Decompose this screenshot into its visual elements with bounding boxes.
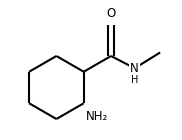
Text: O: O <box>106 7 116 20</box>
Text: NH₂: NH₂ <box>86 110 108 123</box>
Text: N: N <box>130 62 139 75</box>
Text: H: H <box>131 75 138 85</box>
